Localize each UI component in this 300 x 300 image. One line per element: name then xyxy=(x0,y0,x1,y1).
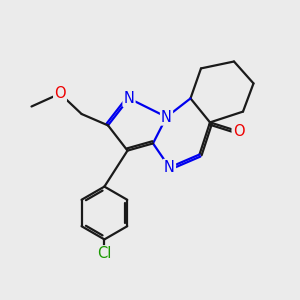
Text: N: N xyxy=(161,110,172,124)
Text: N: N xyxy=(164,160,175,175)
Text: O: O xyxy=(233,124,244,139)
Text: N: N xyxy=(124,91,134,106)
Text: Cl: Cl xyxy=(97,246,112,261)
Text: O: O xyxy=(54,86,66,101)
